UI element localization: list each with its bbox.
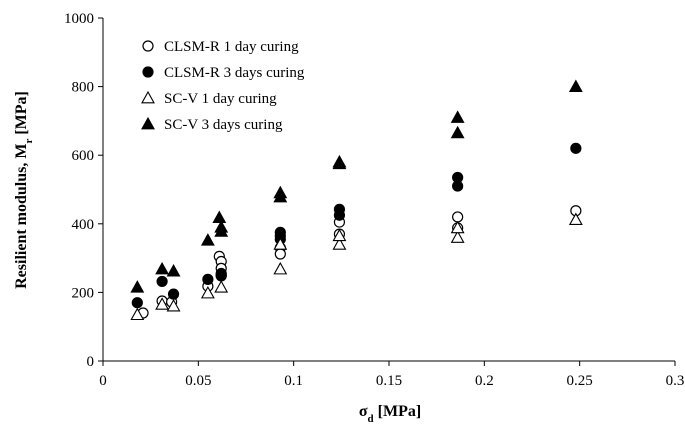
data-point-series-3 — [155, 297, 170, 310]
data-point-series-4 — [450, 110, 465, 123]
data-point-series-3 — [332, 237, 347, 250]
data-point-series-4 — [200, 233, 215, 246]
data-point-series-2 — [333, 209, 346, 221]
x-tick-label: 0.15 — [376, 373, 402, 389]
legend-marker-3 — [141, 90, 155, 104]
x-tick-label: 0.05 — [185, 373, 211, 389]
data-point-series-2 — [167, 288, 180, 300]
data-point-series-3 — [332, 228, 347, 242]
y-tick-label: 200 — [72, 285, 95, 301]
data-point-series-4 — [568, 79, 583, 92]
data-point-series-3 — [450, 230, 465, 243]
data-point-series-1 — [452, 211, 464, 223]
legend: CLSM-R 1 day curing CLSM-R 3 days curing S… — [141, 39, 305, 133]
y-tick-label: 800 — [72, 80, 95, 96]
x-tick-label: 0.25 — [567, 373, 593, 389]
legend-label-1: CLSM-R 1 day curing — [164, 39, 299, 55]
legend-label-2: CLSM-R 3 days curing — [164, 65, 305, 81]
y-tick-label: 1000 — [64, 11, 94, 27]
x-axis-title-sub: d — [368, 413, 374, 425]
legend-marker-4 — [141, 116, 155, 130]
x-axis-title-unit: [MPa] — [374, 403, 422, 420]
data-point-series-4 — [130, 280, 145, 293]
x-tick-label: 0.1 — [284, 373, 303, 389]
y-tick-label: 600 — [72, 148, 95, 164]
legend-marker-1 — [142, 40, 154, 52]
legend-label-4: SC-V 3 days curing — [164, 117, 283, 133]
data-point-series-2 — [202, 273, 214, 285]
data-point-series-2 — [215, 269, 227, 281]
y-tick-label: 400 — [72, 217, 95, 233]
data-point-series-3 — [214, 280, 229, 293]
data-point-series-4 — [450, 125, 465, 139]
data-point-series-4 — [166, 264, 181, 277]
data-point-series-4 — [212, 210, 227, 223]
y-axis-title-sub: r — [23, 139, 35, 144]
x-tick-label: 0.3 — [666, 373, 685, 389]
data-point-series-3 — [166, 298, 181, 312]
x-axis-title-main: σ — [359, 403, 368, 420]
ticks: 0 0.05 0.1 0.15 0.2 0.25 0.3 0 200 400 600 800 1000 — [64, 11, 684, 389]
x-tick-label: 0.2 — [475, 373, 494, 389]
data-point-series-4 — [332, 156, 347, 170]
data-point-series-2 — [452, 180, 464, 192]
data-point-series-2 — [131, 297, 143, 309]
y-axis-title: Resilient modulus, Mr [MPa] — [13, 91, 35, 289]
data-point-series-1 — [274, 248, 286, 260]
data-point-series-3 — [273, 237, 288, 250]
y-tick-label: 0 — [87, 354, 95, 370]
data-point-series-3 — [200, 285, 215, 299]
legend-label-3: SC-V 1 day curing — [164, 91, 277, 107]
data-point-series-2 — [156, 275, 168, 288]
data-point-series-4 — [273, 189, 288, 203]
x-tick-label: 0 — [99, 373, 107, 389]
y-axis-title-main: Resilient modulus, M — [13, 144, 30, 289]
data-point-series-3 — [273, 261, 288, 275]
legend-marker-2 — [142, 66, 154, 78]
data-point-series-2 — [570, 142, 582, 154]
data-point-series-3 — [450, 220, 465, 234]
data-point-series-4 — [214, 224, 229, 237]
data-point-series-3 — [568, 212, 583, 226]
y-axis-title-unit: [MPa] — [13, 91, 30, 139]
data-points — [130, 79, 583, 321]
data-point-series-3 — [130, 307, 145, 321]
x-axis-title: σd [MPa] — [359, 403, 421, 425]
data-point-series-4 — [155, 261, 170, 275]
